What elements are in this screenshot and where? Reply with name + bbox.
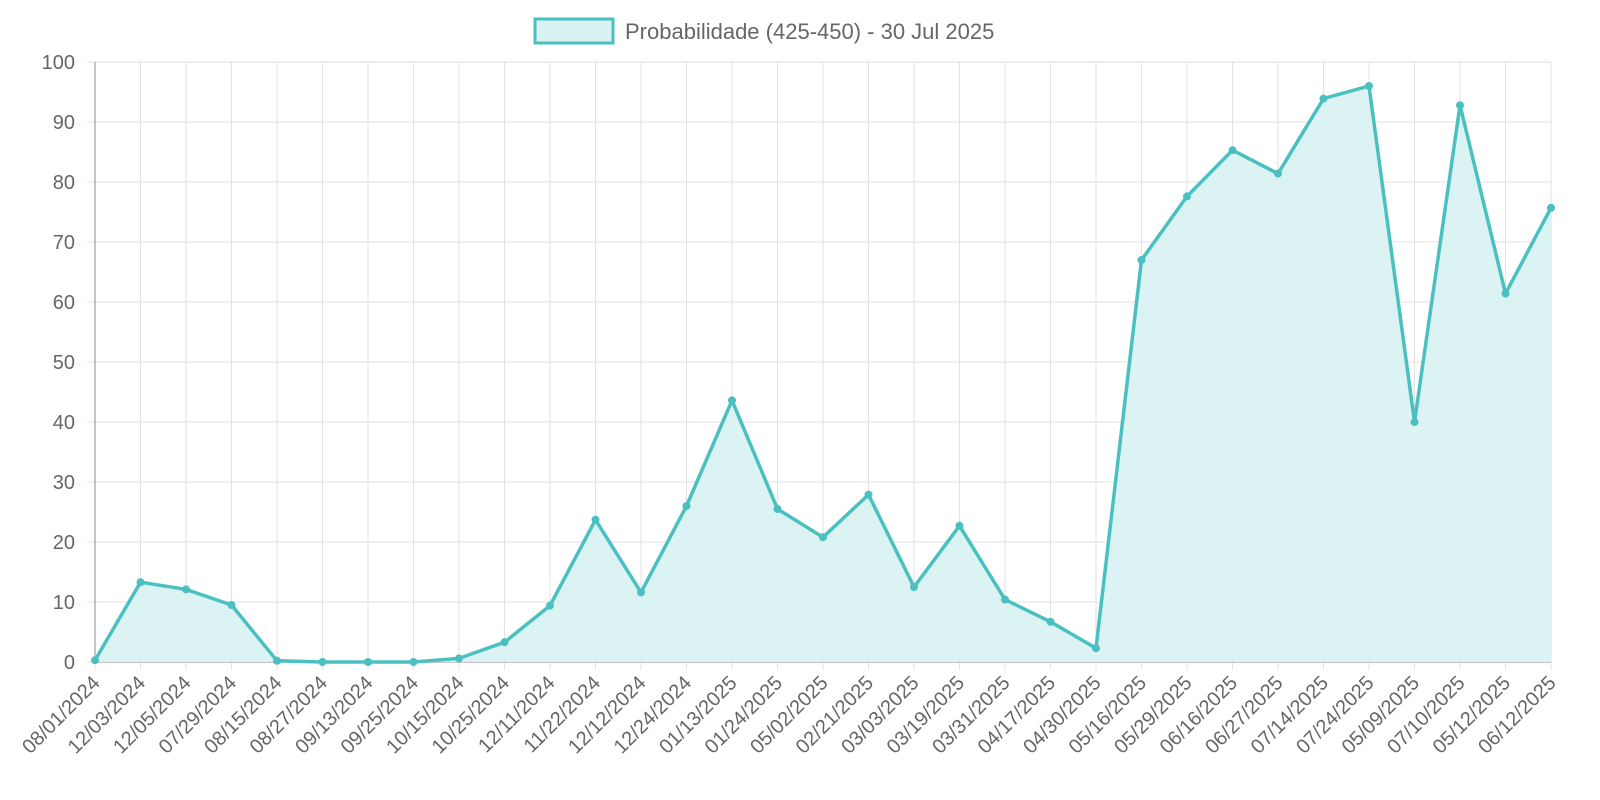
data-point[interactable]	[227, 601, 236, 609]
data-point[interactable]	[1365, 82, 1373, 90]
y-tick-label: 20	[53, 532, 75, 554]
data-point[interactable]	[1046, 617, 1055, 626]
data-point[interactable]	[1183, 192, 1191, 201]
data-point[interactable]	[136, 578, 145, 587]
data-point[interactable]	[546, 601, 554, 610]
y-tick-label: 70	[53, 232, 75, 254]
series-area	[95, 86, 1551, 662]
y-tick-label: 0	[64, 652, 75, 674]
y-tick-label: 60	[53, 292, 75, 314]
data-point[interactable]	[728, 396, 736, 405]
y-tick-label: 80	[53, 172, 75, 194]
legend-swatch	[533, 17, 615, 45]
data-point[interactable]	[682, 502, 691, 510]
data-point[interactable]	[1001, 595, 1009, 604]
legend-label: Probabilidade (425-450) - 30 Jul 2025	[625, 19, 994, 44]
data-point[interactable]	[955, 521, 964, 530]
data-point[interactable]	[1319, 94, 1328, 103]
points-layer	[91, 82, 1555, 666]
data-point[interactable]	[182, 585, 190, 594]
data-point[interactable]	[637, 588, 645, 597]
data-point[interactable]	[1456, 101, 1464, 110]
y-tick-label: 10	[53, 592, 75, 614]
data-point[interactable]	[1092, 644, 1100, 653]
data-point[interactable]	[910, 583, 918, 591]
y-tick-label: 50	[53, 352, 75, 374]
area-layer	[95, 86, 1551, 662]
data-point[interactable]	[500, 638, 509, 647]
data-point[interactable]	[1228, 146, 1237, 155]
data-point[interactable]	[773, 505, 782, 513]
data-point[interactable]	[1274, 169, 1282, 178]
y-tick-label: 30	[53, 472, 75, 494]
data-point[interactable]	[318, 658, 327, 666]
data-point[interactable]	[1137, 256, 1146, 264]
data-point[interactable]	[409, 658, 418, 666]
y-tick-label: 100	[42, 52, 75, 74]
data-point[interactable]	[819, 533, 827, 542]
data-point[interactable]	[1410, 418, 1419, 426]
data-point[interactable]	[364, 658, 372, 666]
data-point[interactable]	[1547, 203, 1555, 212]
data-point[interactable]	[91, 656, 99, 665]
x-tick-labels: 08/01/202412/03/202412/05/202407/29/2024…	[18, 672, 1560, 758]
data-point[interactable]	[1501, 289, 1510, 298]
y-tick-labels: 0 10 20 30 40 50 60 70 80 90 100	[42, 52, 75, 674]
y-tick-label: 40	[53, 412, 75, 434]
data-point[interactable]	[864, 490, 873, 499]
legend[interactable]: Probabilidade (425-450) - 30 Jul 2025	[533, 17, 994, 45]
data-point[interactable]	[273, 656, 281, 665]
y-tick-label: 90	[53, 112, 75, 134]
data-point[interactable]	[455, 654, 463, 663]
data-point[interactable]	[591, 515, 600, 524]
